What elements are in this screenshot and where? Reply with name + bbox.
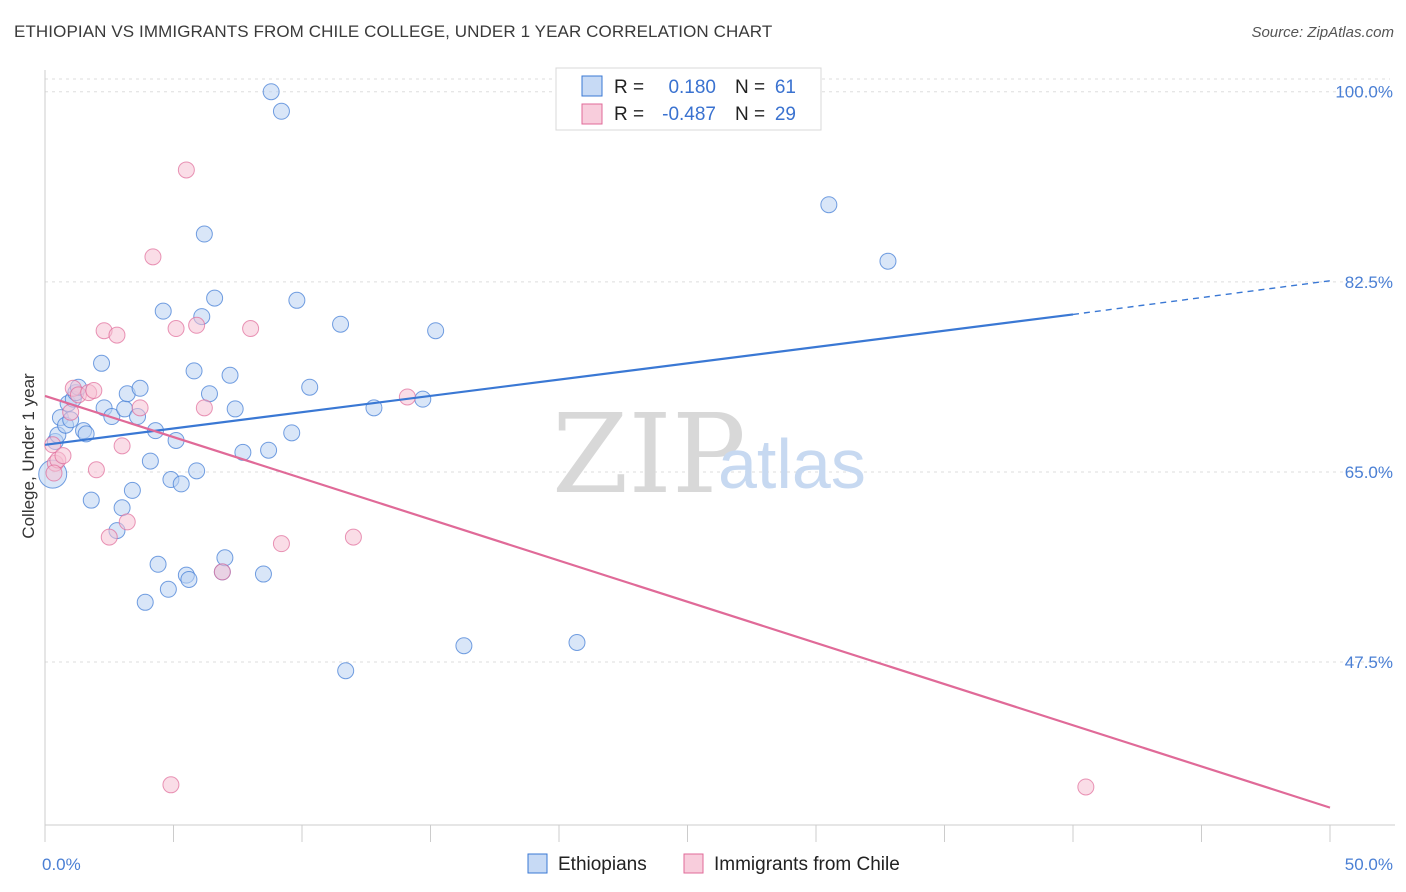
watermark-zip: ZIP <box>552 390 746 518</box>
chile-point <box>85 381 103 399</box>
chile-point <box>195 399 213 417</box>
chile-point <box>177 161 195 179</box>
chile-point <box>87 461 105 479</box>
ethiopian-point <box>141 452 159 470</box>
chile-point <box>188 316 206 334</box>
ethiopian-point <box>185 362 203 380</box>
ethiopian-point <box>136 593 154 611</box>
series-legend: Ethiopians Immigrants from Chile <box>527 853 900 875</box>
ethiopian-point <box>216 549 234 567</box>
chile-point <box>118 513 136 531</box>
ethiopian-trend-line <box>44 313 1074 446</box>
legend-n-value-1: 61 <box>775 77 796 98</box>
ethiopian-point <box>260 441 278 459</box>
legend-swatch-pink <box>581 103 603 125</box>
ethiopian-point <box>262 83 280 101</box>
chile-point <box>108 326 126 344</box>
chile-point <box>100 528 118 546</box>
ethiopian-point <box>272 102 290 120</box>
ethiopian-point <box>77 425 95 443</box>
ethiopian-point <box>879 252 897 270</box>
ethiopian-point <box>254 565 272 583</box>
ethiopian-point <box>820 196 838 214</box>
correlation-legend: R = 0.180 N = 61 R = -0.487 N = 29 <box>555 67 822 131</box>
legend-n-value-2: 29 <box>775 104 796 125</box>
y-tick-label: 100.0% <box>1335 83 1393 102</box>
legend-n-label-2: N = <box>735 104 765 125</box>
ethiopian-point <box>301 378 319 396</box>
x-tick-label: 0.0% <box>42 855 81 874</box>
trend-lines <box>44 280 1331 809</box>
ethiopian-point <box>206 289 224 307</box>
series-ethiopians <box>38 83 897 680</box>
grid-lines <box>45 78 1390 663</box>
chile-point <box>1077 778 1095 796</box>
tick-labels: 47.5% 65.0% 82.5% 100.0% 0.0% 50.0% <box>42 83 1393 874</box>
ethiopian-point <box>113 499 131 517</box>
chile-point <box>213 563 231 581</box>
ethiopian-point <box>337 662 355 680</box>
bottom-legend-ethiopians: Ethiopians <box>558 854 647 875</box>
chile-point <box>242 320 260 338</box>
watermark: ZIP atlas <box>552 390 866 518</box>
chile-point <box>167 320 185 338</box>
chile-point <box>344 528 362 546</box>
chile-point <box>162 776 180 794</box>
ethiopian-point <box>154 302 172 320</box>
ethiopian-point <box>149 555 167 573</box>
ethiopian-point <box>172 475 190 493</box>
watermark-atlas: atlas <box>718 425 866 503</box>
source-credit: Source: ZipAtlas.com <box>1251 24 1394 41</box>
chile-trend-line <box>44 394 1331 809</box>
ethiopian-point <box>159 580 177 598</box>
legend-r-label-1: R = <box>614 77 644 98</box>
ethiopian-point <box>226 400 244 418</box>
ethiopian-point <box>288 291 306 309</box>
chile-point <box>113 437 131 455</box>
chart-title: ETHIOPIAN VS IMMIGRANTS FROM CHILE COLLE… <box>14 22 773 41</box>
legend-r-value-1: 0.180 <box>668 77 716 98</box>
ethiopian-point <box>123 481 141 499</box>
ethiopian-point <box>180 570 198 588</box>
chile-point <box>272 535 290 553</box>
chile-point <box>131 399 149 417</box>
ethiopian-point <box>221 366 239 384</box>
legend-r-label-2: R = <box>614 104 644 125</box>
ethiopian-point <box>332 315 350 333</box>
y-tick-label: 47.5% <box>1345 653 1393 672</box>
legend-r-value-2: -0.487 <box>662 104 716 125</box>
ethiopian-point <box>455 637 473 655</box>
bottom-legend-chile: Immigrants from Chile <box>714 854 900 875</box>
series-chile <box>44 161 1095 796</box>
legend-swatch-blue <box>581 75 603 97</box>
y-tick-label: 82.5% <box>1345 273 1393 292</box>
ethiopian-point <box>195 225 213 243</box>
chile-point <box>144 248 162 266</box>
legend-n-label-1: N = <box>735 77 765 98</box>
bottom-legend-swatch-ethiopians <box>527 853 548 874</box>
ethiopian-point <box>93 354 111 372</box>
ethiopian-point <box>200 385 218 403</box>
bottom-legend-swatch-chile <box>683 853 704 874</box>
ethiopian-point <box>568 633 586 651</box>
ethiopian-point <box>131 379 149 397</box>
ethiopian-point <box>414 390 432 408</box>
ethiopian-point <box>188 462 206 480</box>
x-tick-label: 50.0% <box>1345 855 1393 874</box>
y-tick-label: 65.0% <box>1345 463 1393 482</box>
ethiopian-point <box>427 322 445 340</box>
y-axis-title: College, Under 1 year <box>19 373 38 539</box>
chile-point <box>398 388 416 406</box>
chile-point <box>54 447 72 465</box>
ethiopian-point <box>283 424 301 442</box>
ethiopian-point <box>82 491 100 509</box>
chile-point <box>45 464 63 482</box>
ethiopian-trend-extension <box>1072 280 1331 316</box>
